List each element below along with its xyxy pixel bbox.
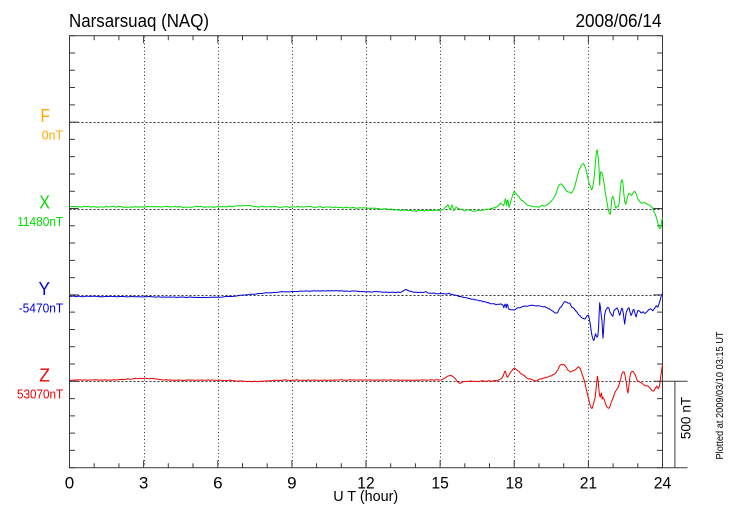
svg-text:15: 15 xyxy=(431,473,448,492)
svg-text:X: X xyxy=(39,192,50,213)
svg-text:500 nT: 500 nT xyxy=(678,396,694,439)
svg-text:Y: Y xyxy=(39,278,51,299)
svg-text:U T (hour): U T (hour) xyxy=(333,488,398,505)
svg-text:Narsarsuaq (NAQ): Narsarsuaq (NAQ) xyxy=(69,10,209,31)
svg-text:2008/06/14: 2008/06/14 xyxy=(576,11,662,31)
svg-text:9: 9 xyxy=(287,473,296,492)
svg-text:3: 3 xyxy=(139,473,148,492)
svg-text:24: 24 xyxy=(654,473,671,492)
svg-text:6: 6 xyxy=(213,473,222,492)
svg-text:-5470nT: -5470nT xyxy=(19,301,64,315)
svg-text:53070nT: 53070nT xyxy=(17,388,64,402)
svg-text:Plotted at 2009/03/10 03:15 UT: Plotted at 2009/03/10 03:15 UT xyxy=(715,331,726,459)
svg-text:18: 18 xyxy=(506,473,523,492)
svg-text:Z: Z xyxy=(39,364,50,385)
svg-text:12: 12 xyxy=(357,473,374,492)
svg-text:21: 21 xyxy=(580,473,597,492)
svg-text:F: F xyxy=(41,105,51,126)
svg-text:11480nT: 11480nT xyxy=(17,215,63,229)
svg-text:0nT: 0nT xyxy=(42,129,64,143)
svg-text:0: 0 xyxy=(65,473,74,492)
